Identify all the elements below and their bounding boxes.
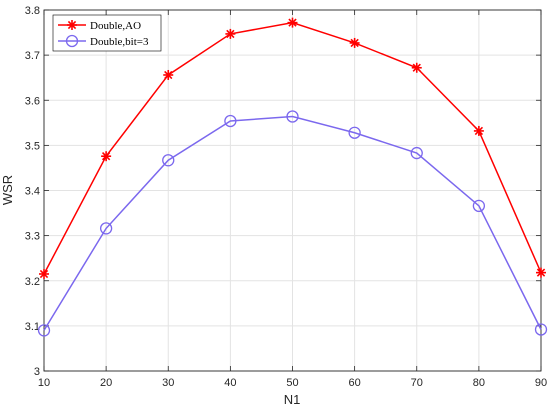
data-point [162,154,175,167]
x-axis-label: N1 [284,392,301,407]
legend-entry: Double,bit=3 [58,34,149,48]
data-point [101,151,112,162]
x-tick-label: 50 [286,377,298,389]
series-layer [37,17,548,337]
x-tick-label: 80 [473,377,485,389]
data-point [410,146,423,160]
x-tick-labels: 10 20 30 40 50 60 70 80 90 [38,377,547,389]
data-point [224,114,237,128]
x-tick-label: 10 [38,377,50,389]
data-point [348,126,361,139]
legend-entry: Double,AO [58,20,141,32]
data-point [472,199,486,212]
legend: Double,AO Double,bit=3 [52,14,162,52]
data-point [287,17,298,28]
data-point [39,268,49,279]
data-point [473,125,484,136]
data-point [349,37,360,48]
data-point [411,62,422,73]
data-point [163,69,174,80]
x-tick-label: 70 [411,377,423,389]
y-tick-labels: 3 3.1 3.2 3.3 3.4 3.5 3.6 3.7 3.8 [25,5,40,378]
x-tick-label: 60 [349,377,361,389]
series-line [43,115,542,331]
legend-label: Double,AO [90,20,141,32]
x-tick-label: 30 [162,377,174,389]
y-tick-label: 3.6 [25,95,40,107]
y-tick-label: 3.4 [25,186,40,198]
data-point [225,28,236,39]
y-tick-label: 3 [34,366,40,378]
x-tick-label: 20 [100,377,112,389]
y-tick-label: 3.5 [25,140,40,152]
y-tick-label: 3.3 [25,231,40,243]
plot-frame [43,9,542,372]
legend-box [52,14,162,52]
legend-label: Double,bit=3 [90,36,149,48]
legend-entries: Double,AO Double,bit=3 [58,20,149,48]
y-tick-label: 3.2 [25,276,40,288]
series-1 [39,17,546,279]
series-2 [37,110,548,337]
data-point [536,267,546,278]
data-point [534,323,548,336]
y-tick-label: 3.8 [25,5,40,17]
x-tick-label: 40 [224,377,236,389]
x-tick-label: 90 [535,377,547,389]
y-tick-label: 3.1 [25,321,40,333]
data-point [286,110,299,123]
y-axis-label: WSR [0,175,15,205]
data-point [99,222,113,235]
legend-marker [65,34,79,48]
axes-frame [43,9,542,372]
data-point [37,324,51,337]
legend-marker [67,20,77,30]
y-tick-label: 3.7 [25,50,40,62]
